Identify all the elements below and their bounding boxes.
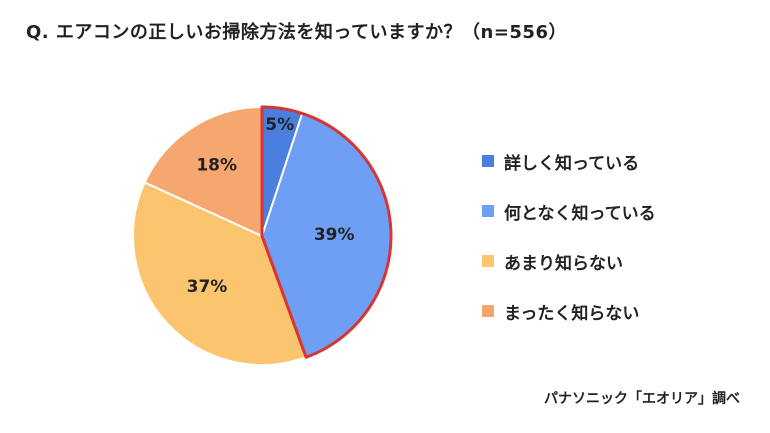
slice-label-detailed: 5%	[265, 115, 294, 135]
legend-item-not-much: あまり知らない	[482, 248, 656, 274]
pie-highlight	[260, 105, 393, 359]
legend-label: あまり知らない	[504, 253, 623, 274]
legend-item-detailed: 詳しく知っている	[482, 148, 656, 174]
legend-swatch	[482, 155, 494, 167]
pie-slices	[132, 105, 392, 366]
slice-label-somewhat: 39%	[314, 225, 355, 245]
legend-item-not-at-all: まったく知らない	[482, 298, 656, 324]
slice-label-not-at-all: 18%	[196, 156, 237, 176]
source-note: パナソニック「エオリア」調べ	[544, 391, 740, 407]
legend-label: 詳しく知っている	[504, 153, 640, 174]
slice-label-not-much: 37%	[187, 277, 228, 297]
highlight-outline	[260, 105, 393, 359]
legend-swatch	[482, 305, 494, 317]
pie-labels: 5% 39% 37% 18%	[187, 115, 355, 297]
legend-swatch	[482, 205, 494, 217]
legend-label: まったく知らない	[504, 303, 640, 324]
legend: 詳しく知っている 何となく知っている あまり知らない まったく知らない	[482, 148, 656, 348]
slice-not-at-all	[143, 105, 263, 238]
legend-label: 何となく知っている	[504, 203, 656, 224]
slice-not-much	[132, 181, 308, 366]
chart-title: Q. エアコンの正しいお掃除方法を知っていますか？（n=556）	[26, 22, 567, 43]
legend-swatch	[482, 255, 494, 267]
legend-item-somewhat: 何となく知っている	[482, 198, 656, 224]
